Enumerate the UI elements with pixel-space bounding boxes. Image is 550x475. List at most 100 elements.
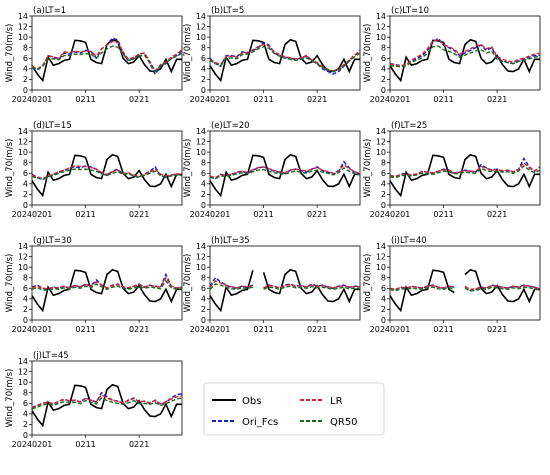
y-tick-label: 12 [376,252,386,261]
y-tick-label: 14 [18,12,28,21]
series-lr [209,163,361,179]
x-tick-label: 20240201 [12,210,53,219]
x-tick-label: 0211 [75,325,95,334]
series-qr50 [31,397,183,410]
y-tick-label: 14 [18,127,28,136]
panel-frame [209,245,361,321]
series-lr [389,161,541,178]
y-tick-label: 8 [23,274,28,283]
legend-frame [203,382,385,436]
x-tick-label: 0211 [253,95,273,104]
x-tick-label: 0221 [487,95,507,104]
series-obs [389,153,540,198]
legend-label: QR50 [330,417,358,428]
series-qr50 [31,279,183,292]
y-tick-label: 8 [381,159,386,168]
x-tick-label: 20240201 [370,210,411,219]
y-tick-label: 14 [196,242,206,251]
series-ori-fcs [209,160,361,180]
y-tick-label: 0 [381,316,386,325]
panel-frame [31,245,183,321]
panel-title: (h)LT=35 [211,236,250,246]
x-tick-label: 0221 [487,325,507,334]
y-tick-label: 0 [381,86,386,95]
y-axis-label: Wind_70(m/s) [5,254,15,313]
series-lr [209,43,361,72]
series-obs [209,268,360,313]
y-tick-label: 14 [376,242,386,251]
y-axis-label: Wind_70(m/s) [363,139,373,198]
y-tick-label: 10 [18,263,28,272]
y-tick-label: 2 [381,75,386,84]
panel-title: (c)LT=10 [391,6,429,16]
panel-title: (a)LT=1 [33,6,66,16]
y-tick-label: 6 [23,284,28,293]
series-ori-fcs [389,37,541,67]
y-tick-label: 14 [196,127,206,136]
y-tick-label: 0 [201,316,206,325]
y-tick-label: 0 [201,86,206,95]
series-lr [31,165,183,180]
y-tick-label: 4 [381,180,386,189]
x-tick-label: 20240201 [12,325,53,334]
series-ori-fcs [209,41,361,75]
x-tick-label: 0211 [253,325,273,334]
x-tick-label: 20240201 [12,440,53,449]
panel-title: (f)LT=25 [391,121,427,131]
series-qr50 [389,45,541,68]
y-tick-label: 4 [23,65,28,74]
y-tick-label: 4 [381,65,386,74]
y-tick-label: 12 [18,137,28,146]
y-tick-label: 6 [381,169,386,178]
x-tick-label: 0221 [307,210,327,219]
x-tick-label: 0211 [75,440,95,449]
y-tick-label: 4 [201,295,206,304]
series-obs [389,268,540,313]
y-tick-label: 6 [381,284,386,293]
series-obs [389,38,540,83]
panel-frame [389,130,541,206]
series-lr [389,39,541,67]
series-lr [31,393,183,409]
y-tick-label: 4 [23,180,28,189]
y-tick-label: 6 [201,284,206,293]
panel-frame [389,245,541,321]
y-tick-label: 0 [23,316,28,325]
y-tick-label: 12 [196,252,206,261]
x-tick-label: 0221 [129,440,149,449]
legend-label: LR [330,396,343,407]
series-qr50 [389,286,541,292]
y-tick-label: 14 [18,357,28,366]
y-tick-label: 12 [376,22,386,31]
y-tick-label: 12 [196,137,206,146]
series-qr50 [389,164,541,179]
y-tick-label: 8 [23,44,28,53]
x-tick-label: 0221 [307,325,327,334]
series-lr [209,280,360,289]
y-tick-label: 12 [18,367,28,376]
y-tick-label: 12 [376,137,386,146]
x-tick-label: 0211 [75,210,95,219]
x-tick-label: 0221 [307,95,327,104]
y-tick-label: 12 [196,22,206,31]
y-tick-label: 14 [376,12,386,21]
x-tick-label: 0211 [253,210,273,219]
panel-frame [31,130,183,206]
series-ori-fcs [31,165,183,181]
y-tick-label: 10 [376,148,386,157]
y-tick-label: 0 [23,86,28,95]
x-tick-label: 0221 [129,210,149,219]
y-tick-label: 2 [201,305,206,314]
series-lr [389,284,541,291]
series-obs [31,268,182,313]
y-tick-label: 2 [23,75,28,84]
y-tick-label: 14 [376,127,386,136]
x-tick-label: 20240201 [190,210,231,219]
y-axis-label: Wind_70(m/s) [183,254,193,313]
